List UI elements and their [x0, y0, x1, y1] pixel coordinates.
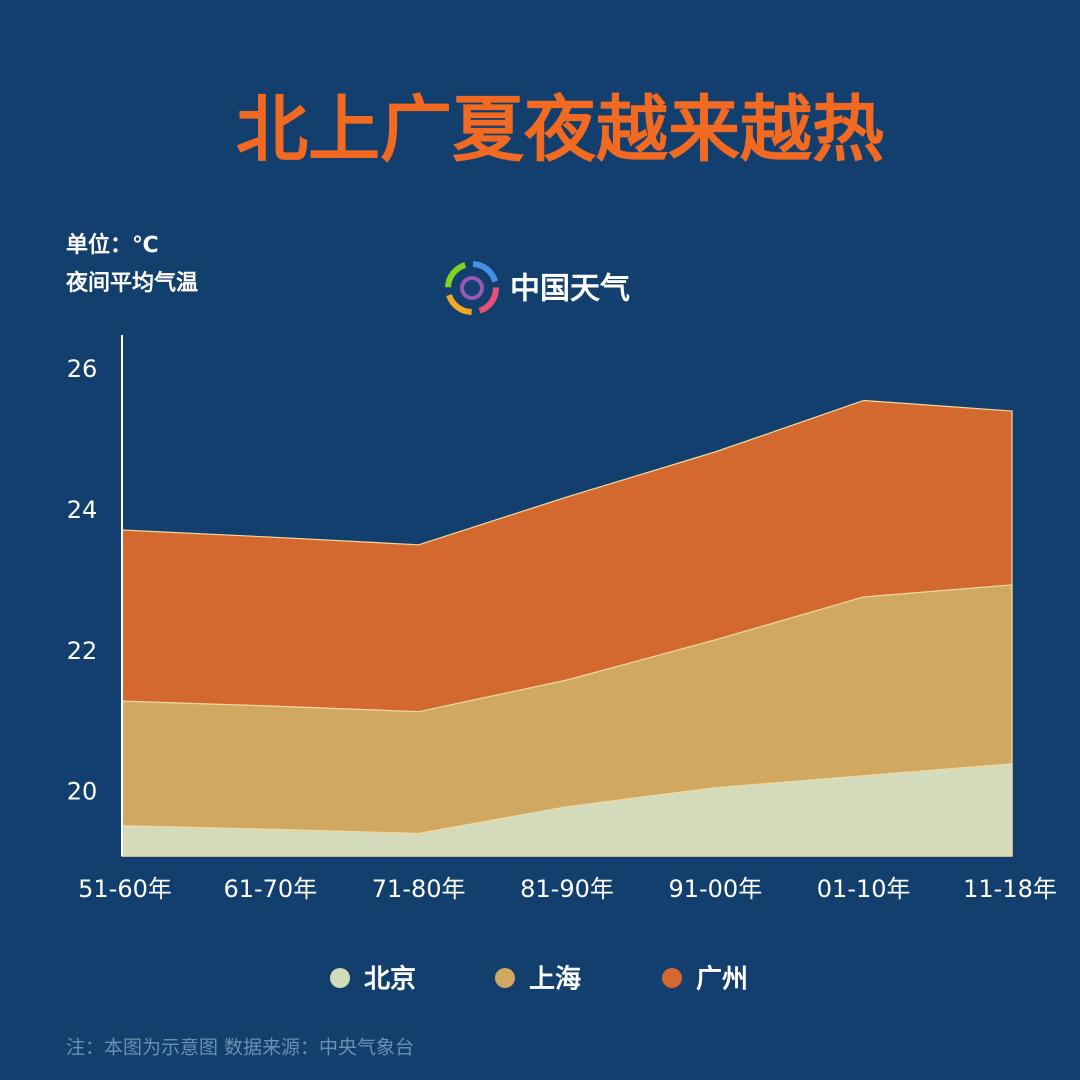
x-tick-label: 81-90年	[520, 875, 614, 903]
x-tick-label: 71-80年	[372, 875, 466, 903]
logo-icon	[445, 261, 499, 315]
x-tick-label: 01-10年	[817, 875, 911, 903]
x-tick-label: 11-18年	[963, 875, 1057, 903]
legend-label: 上海	[529, 965, 581, 995]
legend-marker	[495, 968, 515, 988]
footnote: 注：本图为示意图 数据来源：中央气象台	[66, 1037, 414, 1059]
legend-label: 北京	[364, 964, 416, 995]
legend-label: 广州	[696, 965, 748, 995]
y-tick-label: 26	[67, 355, 98, 383]
y-axis-label: 夜间平均气温	[65, 270, 198, 296]
unit-label: 单位：℃	[66, 232, 159, 258]
legend-marker	[330, 968, 350, 988]
x-tick-label: 51-60年	[78, 875, 172, 903]
chart-title: 北上广夏夜越来越热	[236, 88, 884, 172]
x-tick-label: 91-00年	[668, 875, 762, 903]
x-tick-label: 61-70年	[223, 875, 317, 903]
y-tick-label: 24	[67, 496, 98, 524]
logo-text: 中国天气	[510, 272, 630, 307]
y-tick-label: 20	[67, 778, 98, 806]
legend-marker	[662, 968, 682, 988]
y-tick-label: 22	[67, 637, 98, 665]
area	[121, 763, 1013, 857]
